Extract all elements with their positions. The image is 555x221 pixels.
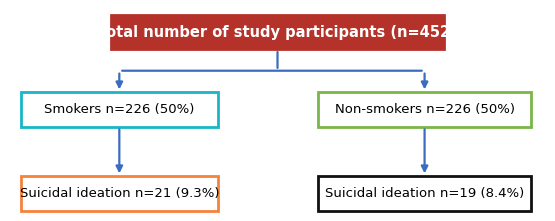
FancyBboxPatch shape <box>21 92 218 126</box>
Text: Total number of study participants (n=452): Total number of study participants (n=45… <box>98 25 457 40</box>
FancyBboxPatch shape <box>111 15 444 49</box>
Text: Smokers n=226 (50%): Smokers n=226 (50%) <box>44 103 194 116</box>
FancyBboxPatch shape <box>317 176 532 210</box>
Text: Non-smokers n=226 (50%): Non-smokers n=226 (50%) <box>335 103 514 116</box>
Text: Suicidal ideation n=21 (9.3%): Suicidal ideation n=21 (9.3%) <box>19 187 219 200</box>
Text: Suicidal ideation n=19 (8.4%): Suicidal ideation n=19 (8.4%) <box>325 187 524 200</box>
FancyBboxPatch shape <box>317 92 532 126</box>
FancyBboxPatch shape <box>21 176 218 210</box>
